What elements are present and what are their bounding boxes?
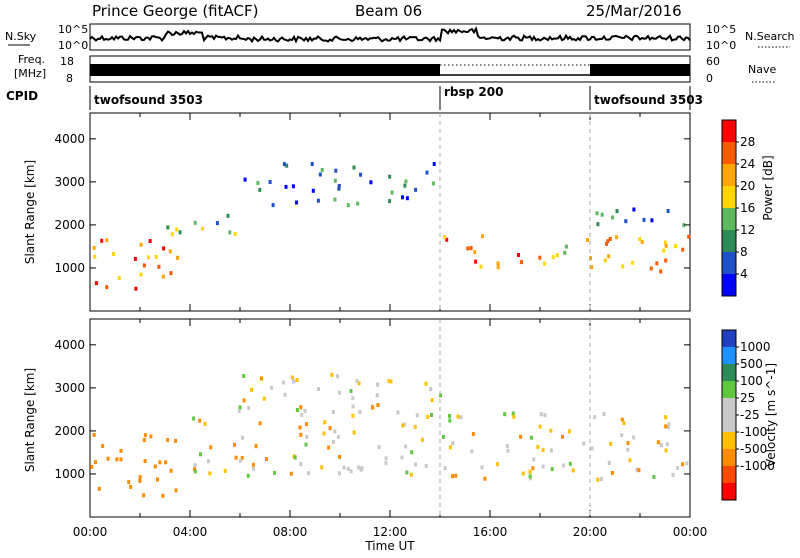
velocity-panel: 1000 2000 3000 4000 Slant Range [km] 1000 50… bbox=[23, 318, 778, 518]
velocity-colorbar-tick-7: -1000 bbox=[740, 459, 775, 473]
cpid-segment-0: twofsound 3503 bbox=[94, 93, 203, 107]
nsky-tick-top: 10^5 bbox=[58, 23, 88, 36]
freq-units: [MHz] bbox=[14, 67, 46, 80]
velocity-colorbar-tick-1: 500 bbox=[740, 357, 763, 371]
ytick-0-3: 4000 bbox=[54, 132, 85, 146]
ytick-1-3: 4000 bbox=[54, 338, 85, 352]
velocity-colorbar-tick-0: 1000 bbox=[740, 340, 771, 354]
freq-bar-twofsound bbox=[90, 64, 440, 76]
time-tick-3: 12:00 bbox=[373, 525, 408, 539]
cpid-segment-1: rbsp 200 bbox=[444, 85, 503, 99]
ytick-1-1: 2000 bbox=[54, 424, 85, 438]
power-colorbar-tick-0: 4 bbox=[740, 267, 748, 281]
velocity-axes: 1000 2000 3000 4000 bbox=[54, 319, 691, 517]
velocity-colorbar-tick-4: -25 bbox=[740, 408, 760, 422]
power-colorbar-swatch bbox=[722, 252, 736, 274]
ytick-0-2: 3000 bbox=[54, 175, 85, 189]
power-panel: 1000 2000 3000 4000 Slant Range [km] 4 8 12 16… bbox=[23, 112, 775, 312]
power-colorbar-swatch bbox=[722, 164, 736, 186]
ytick-0-0: 1000 bbox=[54, 261, 85, 275]
time-tick-4: 16:00 bbox=[473, 525, 508, 539]
nsky-tick-bottom: 10^0 bbox=[58, 39, 88, 52]
time-axis-label: Time UT bbox=[364, 539, 415, 553]
nsearch-label: N.Search bbox=[745, 30, 795, 43]
velocity-colorbar-swatch bbox=[722, 449, 736, 466]
power-colorbar-tick-5: 24 bbox=[740, 157, 755, 171]
nsky-trace bbox=[89, 26, 691, 44]
beam-title: Beam 06 bbox=[355, 2, 422, 20]
time-tick-labels: 00:00 04:00 08:00 12:00 16:00 20:00 00:00 bbox=[73, 525, 708, 539]
velocity-colorbar-swatch bbox=[722, 398, 736, 415]
date-title: 25/Mar/2016 bbox=[586, 2, 682, 20]
velocity-colorbar-tick-5: -100 bbox=[740, 425, 767, 439]
power-colorbar-swatch bbox=[722, 230, 736, 252]
velocity-data bbox=[90, 372, 689, 498]
power-colorbar-tick-1: 8 bbox=[740, 245, 748, 259]
velocity-colorbar-tick-3: 25 bbox=[740, 391, 755, 405]
freq-label: Freq. bbox=[18, 53, 45, 66]
velocity-ylabel: Slant Range [km] bbox=[23, 368, 37, 472]
freq-nave-panel: Freq. [MHz] 18 8 60 0 Nave bbox=[14, 53, 776, 85]
velocity-colorbar-swatch bbox=[722, 483, 736, 500]
cpid-segment-2: twofsound 3503 bbox=[594, 93, 703, 107]
power-colorbar-swatch bbox=[722, 208, 736, 230]
power-colorbar-tick-2: 12 bbox=[740, 223, 755, 237]
power-colorbar-swatch bbox=[722, 120, 736, 142]
power-axes: 1000 2000 3000 4000 bbox=[54, 113, 691, 311]
velocity-colorbar-tick-2: 100 bbox=[740, 374, 763, 388]
nsky-label: N.Sky bbox=[5, 30, 37, 43]
ytick-1-0: 1000 bbox=[54, 467, 85, 481]
power-colorbar-tick-3: 16 bbox=[740, 201, 755, 215]
power-ylabel: Slant Range [km] bbox=[23, 160, 37, 264]
nsky-panel: N.Sky 10^5 10^0 10^5 10^0 N.Search bbox=[5, 23, 795, 52]
time-tick-6: 00:00 bbox=[673, 525, 708, 539]
freq-tick-bottom: 8 bbox=[66, 72, 73, 85]
time-tick-2: 08:00 bbox=[273, 525, 308, 539]
time-tick-5: 20:00 bbox=[573, 525, 608, 539]
velocity-colorbar-swatch bbox=[722, 381, 736, 398]
freq-tick-top: 18 bbox=[60, 55, 74, 68]
velocity-colorbar-swatch bbox=[722, 466, 736, 483]
power-colorbar-swatch bbox=[722, 274, 736, 296]
nave-tick-top: 60 bbox=[706, 55, 720, 68]
ytick-0-1: 2000 bbox=[54, 218, 85, 232]
velocity-colorbar-tick-6: -500 bbox=[740, 442, 767, 456]
nave-label: Nave bbox=[748, 63, 776, 76]
nave-tick-bottom: 0 bbox=[706, 72, 713, 85]
station-title: Prince George (fitACF) bbox=[92, 2, 258, 20]
velocity-colorbar-swatch bbox=[722, 415, 736, 432]
power-colorbar-tick-6: 28 bbox=[740, 135, 755, 149]
power-colorbar-swatch bbox=[722, 186, 736, 208]
velocity-colorbar-swatch bbox=[722, 347, 736, 364]
freq-bar-twofsound-late bbox=[590, 64, 690, 76]
cpid-row: CPID twofsound 3503 rbsp 200 twofsound 3… bbox=[6, 85, 703, 110]
power-colorbar: 4 8 12 16 20 24 28 bbox=[721, 119, 755, 297]
ytick-1-2: 3000 bbox=[54, 381, 85, 395]
velocity-colorbar-swatch bbox=[722, 330, 736, 347]
velocity-colorbar-swatch bbox=[722, 364, 736, 381]
power-colorbar-swatch bbox=[722, 142, 736, 164]
time-tick-0: 00:00 bbox=[73, 525, 108, 539]
power-colorbar-tick-4: 20 bbox=[740, 179, 755, 193]
time-tick-1: 04:00 bbox=[173, 525, 208, 539]
cpid-label: CPID bbox=[6, 89, 38, 103]
power-data bbox=[92, 162, 691, 291]
nsky-tick-bottom-right: 10^0 bbox=[706, 39, 736, 52]
velocity-colorbar-label: Velocity [m s^-1] bbox=[764, 363, 778, 467]
power-colorbar-label: Power [dB] bbox=[761, 155, 775, 220]
velocity-colorbar: 1000 500 100 25 -25 -100 -500 -1000 bbox=[721, 329, 775, 501]
velocity-colorbar-swatch bbox=[722, 432, 736, 449]
nsky-tick-top-right: 10^5 bbox=[706, 23, 736, 36]
